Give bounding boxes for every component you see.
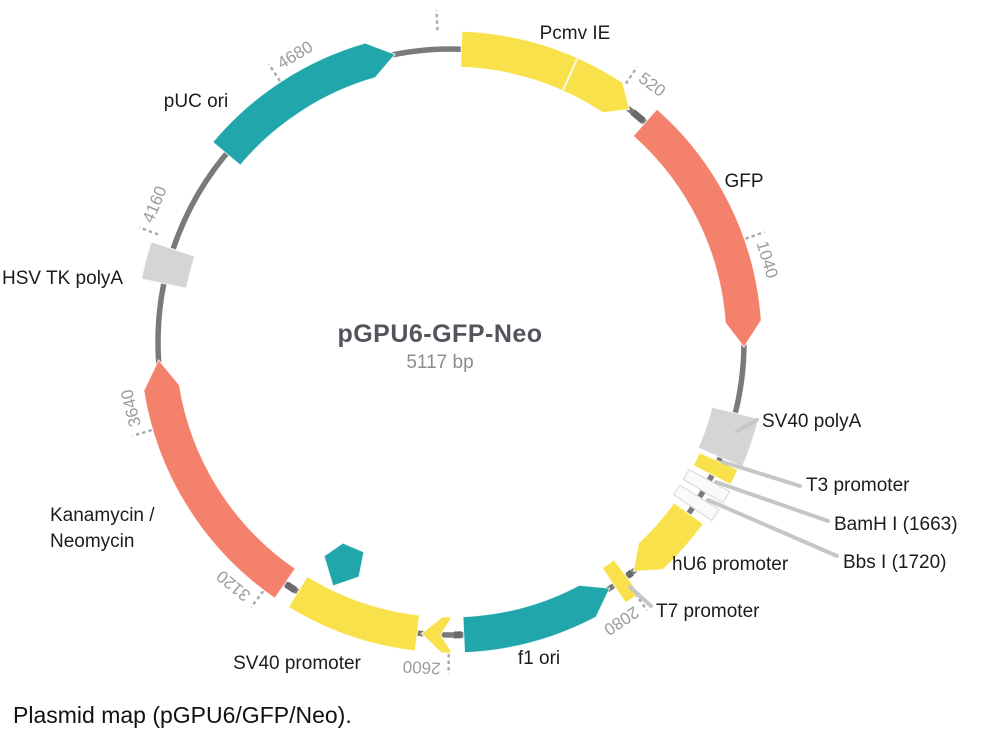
label-sv40-promoter: SV40 promoter xyxy=(233,653,361,674)
leader-t3-promoter xyxy=(721,460,802,488)
label-t7-promoter: T7 promoter xyxy=(656,601,760,622)
tick-mark-520 xyxy=(624,66,639,85)
feature-t7-promoter xyxy=(601,559,640,604)
feature-gfp xyxy=(632,108,762,348)
tick-mark-3120 xyxy=(250,590,265,608)
tick-mark-4680 xyxy=(267,63,281,82)
tick-label-520: 520 xyxy=(635,69,669,101)
feature-sv40-promoter xyxy=(287,575,420,652)
label-bbsi-site: Bbs I (1720) xyxy=(843,552,947,573)
tick-label-1040: 1040 xyxy=(753,239,782,281)
feature-kanamycin-neomycin xyxy=(143,358,296,599)
backbone-stub xyxy=(284,581,298,594)
label-kanamycin-line1: Kanamycin / xyxy=(50,505,155,526)
tick-label-2600: 2600 xyxy=(402,657,441,678)
tick-mark-1040 xyxy=(745,230,765,240)
feature-pcmv-ie xyxy=(460,30,630,114)
tick-label-2080: 2080 xyxy=(600,602,642,639)
label-hsv-tk-polya: HSV TK polyA xyxy=(2,268,123,289)
figure-caption: Plasmid map (pGPU6/GFP/Neo). xyxy=(13,702,352,728)
leader-t7-promoter xyxy=(628,585,653,608)
backbone-stub xyxy=(625,569,634,579)
plasmid-title: pGPU6-GFP-Neo xyxy=(337,320,543,348)
label-f1-ori: f1 ori xyxy=(518,648,560,669)
feature-hu6-promoter xyxy=(632,502,704,572)
insert-marker xyxy=(323,542,365,587)
label-sv40-polya: SV40 polyA xyxy=(762,411,862,432)
feature-bbsi-site xyxy=(672,484,720,522)
tick-mark-0 xyxy=(435,10,439,31)
tick-label-3640: 3640 xyxy=(117,387,145,428)
leader-sv40-polya xyxy=(735,418,759,433)
tick-mark-2080 xyxy=(634,593,648,611)
label-puc-ori: pUC ori xyxy=(164,91,228,112)
label-kanamycin-line2: Neomycin xyxy=(50,531,134,552)
label-pcmv-ie: Pcmv IE xyxy=(540,23,611,44)
leader-bbsi-site xyxy=(706,498,839,558)
tick-mark-3640 xyxy=(132,429,153,437)
feature-f1-ori xyxy=(462,584,611,654)
label-hu6-promoter: hU6 promoter xyxy=(672,554,789,575)
feature-puc-ori xyxy=(212,42,396,166)
label-t3-promoter: T3 promoter xyxy=(806,475,910,496)
feature-sv40-polya xyxy=(697,406,760,468)
tick-mark-4160 xyxy=(138,226,159,236)
leader-bamhi-site xyxy=(714,480,830,523)
label-gfp: GFP xyxy=(724,171,763,192)
feature-hsv-tk-polya xyxy=(140,241,196,289)
feature-sv40-promoter-arrowhead xyxy=(420,616,453,654)
feature-bamhi-site xyxy=(682,468,731,504)
feature-divider-pcmv-ie xyxy=(562,58,579,91)
backbone-stub xyxy=(630,109,646,124)
feature-t3-promoter xyxy=(692,451,739,486)
tick-label-4160: 4160 xyxy=(139,183,171,225)
plasmid-size: 5117 bp xyxy=(406,352,474,373)
label-bamhi-site: BamH I (1663) xyxy=(834,514,958,535)
